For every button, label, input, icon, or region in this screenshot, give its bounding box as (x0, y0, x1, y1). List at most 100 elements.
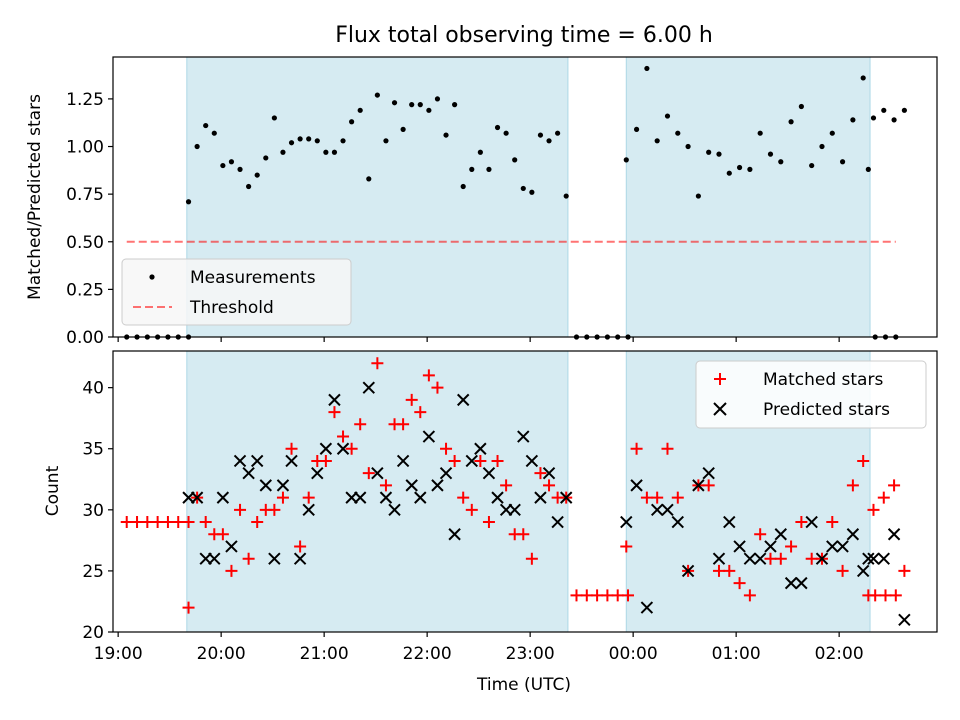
predicted-star-point (208, 552, 221, 565)
measurement-point (654, 138, 660, 144)
predicted-star-point (242, 466, 255, 480)
measurement-point (706, 149, 712, 155)
predicted-star-point (448, 528, 461, 541)
predicted-star-point (692, 479, 705, 492)
predicted-star-point (630, 479, 643, 492)
matched-star-point (795, 516, 808, 529)
predicted-star-point (379, 491, 393, 504)
predicted-star-point (862, 552, 875, 565)
predicted-star-point (396, 454, 410, 468)
matched-star-point (867, 503, 880, 516)
measurement-point (623, 157, 629, 163)
legend-matched-label: Matched stars (763, 370, 883, 390)
predicted-star-point (702, 466, 715, 480)
predicted-star-point (534, 491, 547, 504)
matched-star-point (216, 528, 229, 541)
matched-star-point (898, 564, 911, 577)
measurement-point (228, 159, 235, 165)
top-plot-frame (112, 56, 938, 338)
predicted-star-point (517, 430, 530, 443)
predicted-star-point (276, 479, 290, 492)
measurement-point (798, 103, 804, 110)
matched-star-point (131, 516, 144, 529)
measurement-point (452, 102, 458, 108)
predicted-star-point (405, 479, 418, 492)
matched-star-point (785, 540, 798, 553)
predicted-star-point (795, 576, 808, 590)
matched-star-point (182, 516, 195, 529)
matched-star-point (268, 503, 281, 516)
bottom-y-tick-label: 20 (82, 623, 104, 643)
measurement-point (664, 113, 671, 119)
matched-star-point (491, 454, 504, 467)
matched-star-point (620, 540, 633, 553)
matched-star-point (172, 516, 185, 529)
predicted-star-point (856, 564, 870, 578)
top-y-ticks: 0.00 0.25 0.50 0.75 1.00 1.25 (66, 90, 113, 348)
matched-star-point (276, 491, 289, 504)
measurement-point (503, 130, 509, 136)
matched-star-point (570, 589, 583, 602)
predicted-star-point (474, 442, 487, 455)
bottom-legend-box (695, 360, 927, 429)
top-points-layer (124, 65, 907, 340)
measurement-point (767, 151, 774, 157)
matched-star-point (754, 528, 767, 541)
predicted-star-point (302, 503, 315, 517)
matched-star-point (405, 393, 418, 406)
predicted-star-point (826, 540, 839, 553)
measurement-point (860, 75, 866, 81)
matched-star-point (474, 454, 487, 467)
measurement-point (271, 115, 277, 121)
legend-predicted-marker (713, 402, 727, 416)
measurement-point (297, 136, 303, 142)
measurement-point (306, 136, 312, 142)
predicted-star-point (268, 552, 281, 565)
measurement-point (434, 96, 441, 102)
matched-star-point (354, 418, 367, 431)
measurement-point (366, 176, 372, 182)
x-tick-label: 19:00 (94, 644, 143, 664)
measurement-point (417, 102, 423, 108)
matched-star-point (640, 491, 653, 504)
predicted-star-point (431, 479, 444, 492)
top-legend: Measurements Threshold (121, 258, 352, 326)
measurement-point (383, 138, 389, 144)
predicted-star-point (877, 552, 890, 565)
measurement-point (778, 159, 784, 165)
measurement-point (280, 149, 286, 155)
measurement-point (747, 166, 753, 172)
predicted-star-point (764, 540, 777, 553)
predicted-star-point (293, 552, 307, 565)
top-panel-ratio: 0.00 0.25 0.50 0.75 1.00 1.25 Matched/Predict… (25, 56, 938, 348)
matched-star-point (543, 479, 556, 492)
measurement-point (788, 119, 794, 125)
predicted-star-point (846, 528, 860, 541)
measurement-point (460, 183, 466, 190)
matched-star-point (702, 479, 715, 492)
predicted-star-point (259, 479, 272, 492)
predicted-star-point (353, 491, 367, 504)
measurement-point (323, 149, 329, 155)
matched-star-point (199, 516, 212, 529)
predicted-star-point (836, 540, 849, 553)
chart-title: Flux total observing time = 6.00 h (335, 23, 713, 48)
matched-star-point (141, 516, 154, 529)
predicted-star-point (225, 540, 238, 553)
measurement-point (409, 102, 415, 108)
predicted-star-point (640, 601, 654, 614)
predicted-star-point (482, 466, 496, 480)
predicted-star-point (887, 528, 901, 541)
measurement-point (829, 130, 835, 136)
matched-star-point (534, 467, 547, 480)
bottom-y-tick-label: 30 (82, 501, 104, 521)
bottom-legend: Matched stars Predicted stars (695, 360, 927, 429)
predicted-star-point (551, 515, 564, 529)
measurement-point (477, 149, 483, 155)
legend-predicted-label: Predicted stars (763, 400, 890, 420)
measurement-point (263, 155, 269, 161)
matched-star-point (712, 564, 725, 577)
top-y-axis-label: Matched/Predicted stars (25, 94, 45, 300)
matched-star-point (337, 430, 350, 443)
measurement-point (716, 151, 722, 157)
